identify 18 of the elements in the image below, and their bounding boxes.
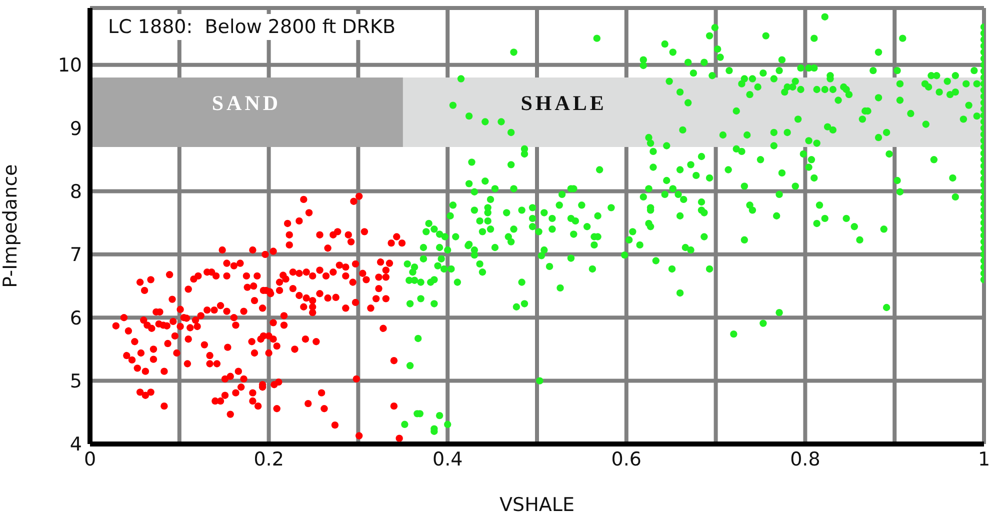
y-axis-title: P-Impedance	[0, 164, 22, 288]
y-tick-label: 5	[70, 370, 82, 393]
chart-title: LC 1880: Below 2800 ft DRKB	[100, 14, 404, 40]
x-tick-label: 0.6	[611, 448, 642, 470]
y-tick-label: 4	[70, 434, 82, 456]
x-tick-label: 0.2	[254, 448, 284, 470]
y-tick-label: 6	[70, 307, 82, 330]
x-tick-label: 0.8	[790, 448, 820, 470]
y-tick-label: 7	[70, 244, 82, 266]
y-tick-label: 10	[58, 54, 82, 77]
y-tick-label: 8	[70, 180, 82, 203]
x-tick-label: 0.4	[432, 448, 463, 470]
band-label: SAND	[212, 91, 282, 116]
x-tick-label: 1	[978, 448, 990, 470]
x-tick-label: 0	[84, 448, 96, 470]
band-label: SHALE	[520, 91, 607, 116]
y-tick-label: 9	[70, 118, 82, 140]
x-axis-title: VSHALE	[500, 494, 574, 513]
